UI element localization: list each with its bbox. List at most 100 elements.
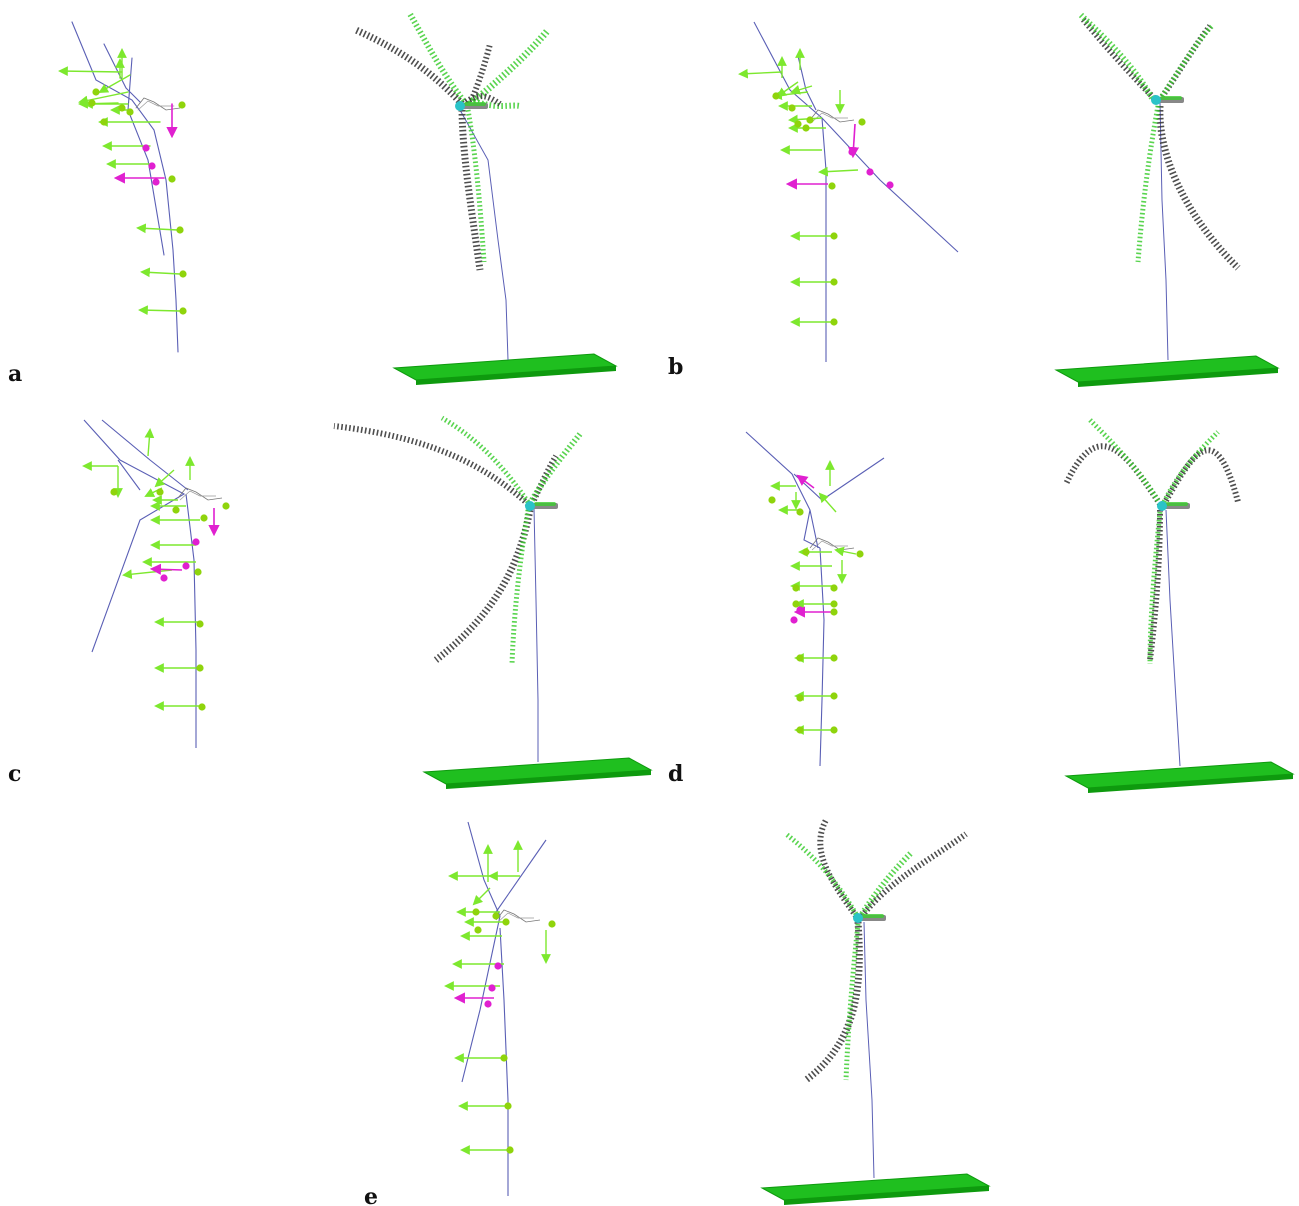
blade-trail-dark — [531, 454, 559, 502]
hub-wire — [135, 97, 181, 111]
blade-trail-dark — [354, 26, 465, 107]
hub — [455, 101, 465, 111]
highlight-node — [886, 181, 894, 189]
node-marker — [796, 694, 804, 702]
node-marker — [100, 118, 108, 126]
hub-wire — [137, 100, 175, 111]
panel-label-d: d — [668, 761, 683, 787]
node-marker — [176, 226, 184, 234]
node-marker — [178, 101, 186, 109]
node-marker — [179, 307, 187, 315]
blade-line — [83, 419, 186, 653]
blade-trail-dark — [1147, 509, 1163, 661]
force-arrow — [738, 68, 783, 79]
force-arrow — [772, 90, 809, 100]
blade-trail-green — [1135, 105, 1161, 263]
hub — [853, 913, 863, 923]
blade-line — [127, 57, 165, 256]
highlight-node — [142, 144, 150, 152]
node-marker — [768, 496, 776, 504]
blade-trail-green — [1161, 430, 1220, 504]
panel-a-turbine-render — [354, 12, 618, 385]
tower-line — [71, 21, 179, 353]
node-marker — [788, 104, 796, 112]
blade-trail-dark — [1079, 16, 1157, 101]
node-marker — [792, 584, 800, 592]
highlight-node — [488, 984, 496, 992]
node-marker — [858, 118, 866, 126]
node-marker — [194, 568, 202, 576]
node-marker — [118, 104, 126, 112]
hub-wire — [811, 540, 848, 551]
blade-trail-green — [465, 109, 487, 263]
node-marker — [92, 88, 100, 96]
node-marker — [126, 108, 134, 116]
node-marker — [830, 726, 838, 734]
node-marker — [110, 488, 118, 496]
blade-trail-green — [1159, 24, 1214, 98]
blade-trail-green — [529, 432, 583, 502]
hub-wire — [179, 490, 216, 501]
hub-wire — [177, 487, 223, 501]
node-marker — [802, 548, 810, 556]
panel-e-frame-diagram — [444, 821, 556, 1196]
nacelle-top — [464, 102, 486, 106]
force-arrow — [138, 305, 181, 316]
node-marker — [502, 918, 510, 926]
node-marker — [830, 584, 838, 592]
node-marker — [196, 620, 204, 628]
nacelle-top — [1166, 502, 1188, 506]
blade-trail-dark — [817, 818, 859, 918]
panel-e-turbine-render — [760, 818, 991, 1205]
node-marker — [830, 318, 838, 326]
blade-line — [753, 21, 959, 253]
panel-b-frame-diagram — [738, 21, 959, 362]
node-marker — [830, 232, 838, 240]
blade-trail-dark — [859, 831, 968, 918]
blade-trail-green — [440, 415, 531, 504]
blade-trail-dark — [1156, 105, 1241, 271]
tower-line — [821, 117, 827, 362]
hub-wire — [811, 112, 848, 123]
node-marker — [548, 920, 556, 928]
node-marker — [830, 278, 838, 286]
blade-trail-green — [468, 97, 521, 109]
node-marker — [796, 508, 804, 516]
force-arrow — [818, 492, 837, 513]
panel-label-b: b — [668, 354, 683, 380]
hub-wire — [497, 912, 534, 923]
highlight-node — [182, 562, 190, 570]
force-arrow — [818, 166, 859, 177]
highlight-node — [494, 962, 502, 970]
blade-line — [495, 839, 547, 913]
blade-line — [745, 431, 819, 549]
tower-line — [459, 109, 509, 361]
tower-line — [863, 921, 875, 1179]
force-arrow — [140, 267, 181, 278]
force-arrow — [790, 85, 813, 95]
blade-line — [103, 43, 141, 103]
tower-line — [819, 547, 825, 767]
force-arrow — [78, 91, 129, 106]
node-marker — [492, 912, 500, 920]
blade-line — [793, 457, 885, 501]
highlight-node — [484, 1000, 492, 1008]
force-arrow — [834, 546, 857, 557]
blade-trail-green — [509, 509, 531, 665]
node-marker — [196, 664, 204, 672]
nacelle-top — [1160, 96, 1182, 100]
ground-plate-edge — [1088, 774, 1293, 793]
panel-d-frame-diagram — [745, 431, 885, 767]
node-marker — [796, 726, 804, 734]
tower-line — [185, 493, 197, 748]
node-marker — [830, 692, 838, 700]
force-arrow — [98, 74, 131, 93]
node-marker — [802, 124, 810, 132]
highlight-node — [152, 178, 160, 186]
nacelle-top — [862, 914, 884, 918]
highlight-node — [796, 606, 804, 614]
highlight-node — [192, 538, 200, 546]
blade-trail-dark — [433, 509, 534, 663]
ground-plate-edge — [784, 1186, 989, 1205]
